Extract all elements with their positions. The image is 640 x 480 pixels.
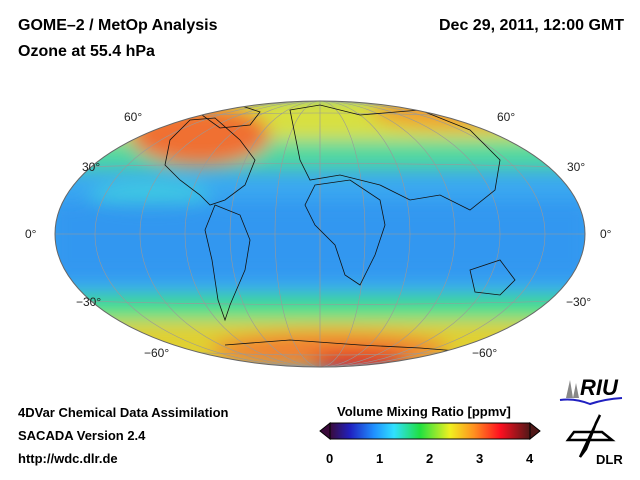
map-subtitle: Ozone at 55.4 hPa [18,43,155,60]
lat-label-left-0: 0° [25,227,37,241]
riu-logo-text: RIU [580,375,619,400]
footer-line1: 4DVar Chemical Data Assimilation [18,405,229,420]
colorbar-tick-1: 1 [376,451,384,466]
colorbar-max-arrow [529,421,541,441]
lat-label-right-60: 60° [497,110,516,124]
colorbar [319,421,541,441]
colorbar-tick-2: 2 [426,451,434,466]
lat-label-right-minus30: −30° [566,295,592,309]
colorbar-min-arrow [319,421,331,441]
lat-label-left-minus60: −60° [144,346,170,360]
riu-logo [559,380,623,406]
lat-label-left-minus30: −30° [76,295,102,309]
footer-line2: SACADA Version 2.4 [18,428,146,443]
colorbar-gradient [329,422,531,440]
lat-label-right-0: 0° [600,227,612,241]
ozone-field [55,101,585,367]
lat-label-right-30: 30° [567,160,586,174]
colorbar-tick-3: 3 [476,451,484,466]
colorbar-tick-0: 0 [326,451,334,466]
colorbar-title: Volume Mixing Ratio [ppmv] [337,404,511,419]
map-title: GOME–2 / MetOp Analysis [18,17,218,34]
map-outline [54,100,586,368]
lat-label-left-60: 60° [124,110,143,124]
lat-label-left-30: 30° [82,160,101,174]
dlr-logo-text: DLR [596,452,623,467]
dlr-logo-icon [565,414,616,458]
colorbar-tick-4: 4 [526,451,534,466]
map-datetime: Dec 29, 2011, 12:00 GMT [439,17,624,34]
footer-url[interactable]: http://wdc.dlr.de [18,451,118,466]
lat-label-right-minus60: −60° [472,346,498,360]
